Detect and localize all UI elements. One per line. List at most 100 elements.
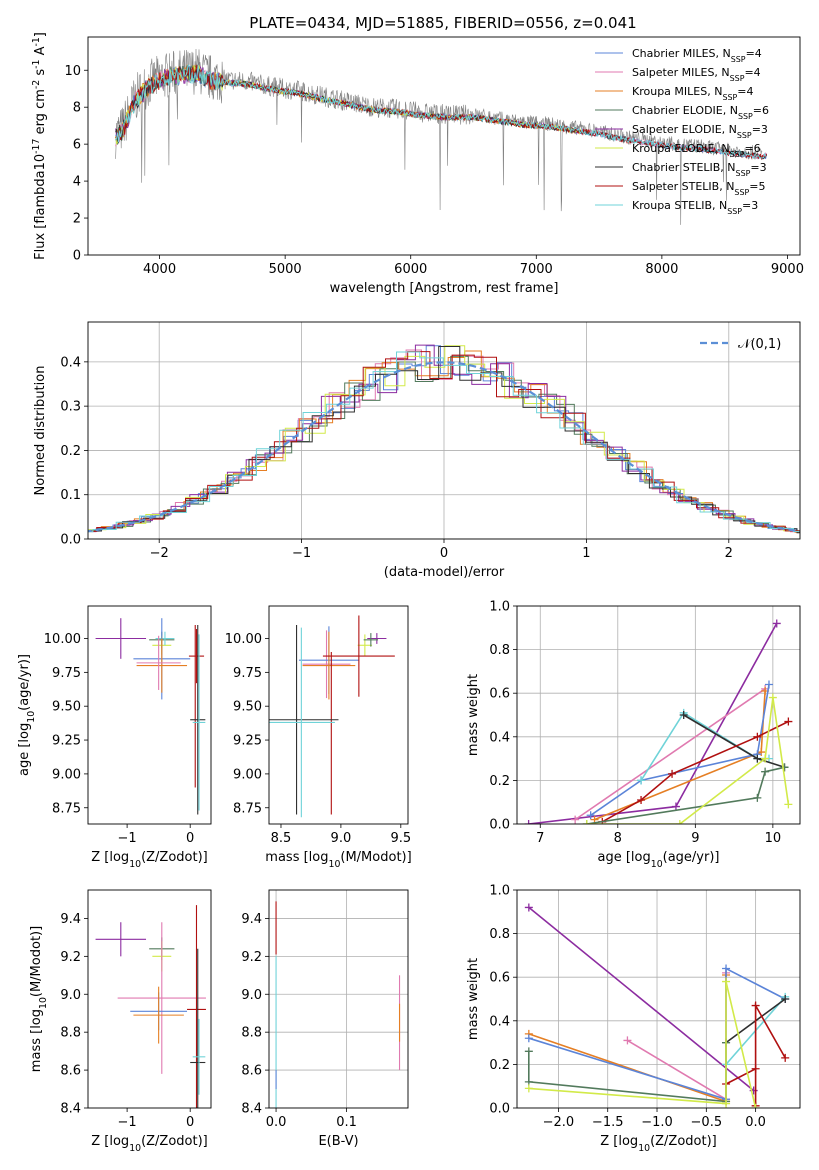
weight-marker xyxy=(761,767,770,776)
weight-marker xyxy=(722,964,731,973)
plot-area xyxy=(95,905,206,1108)
x-axis-label: wavelength [Angstrom, rest frame] xyxy=(330,281,559,296)
y-tick-label: 9.75 xyxy=(52,666,81,681)
x-axis-label: Z [log10(Z/Zodot)] xyxy=(600,1134,717,1154)
x-tick-label: 1 xyxy=(582,546,590,561)
y-axis-label: Flux [flambda10-17 erg cm-2 s-1 A-1] xyxy=(31,32,49,260)
legend: 𝒩(0,1) xyxy=(700,337,781,352)
y-tick-label: 0.4 xyxy=(489,730,510,745)
subplot-weight-vs-age: 7 8 9 10 0.0 0.2 0.4 0.6 0.8 1.0 age [log10(age/yr… xyxy=(466,600,801,870)
x-axis-label: mass [log10(M/Modot)] xyxy=(265,850,411,870)
y-tick-label: 9.0 xyxy=(60,988,81,1003)
residual-histogram-7 xyxy=(88,351,800,532)
x-tick-label: 7000 xyxy=(520,262,553,277)
x-tick-label: −1 xyxy=(118,831,137,846)
x-tick-label: 10 xyxy=(765,831,782,846)
y-tick-label: 0.1 xyxy=(60,488,81,503)
legend-entry: Salpeter ELODIE, NSSP=3 xyxy=(632,123,768,140)
y-tick-label: 10.00 xyxy=(225,632,262,647)
x-axis-label: Z [log10(Z/Zodot)] xyxy=(91,1134,208,1154)
y-tick-label: 9.00 xyxy=(233,767,262,782)
y-tick-label: 9.25 xyxy=(233,734,262,749)
y-tick-label: 0.2 xyxy=(489,1058,510,1073)
y-tick-label: 8.75 xyxy=(52,801,81,816)
x-axis-label: age [log10(age/yr)] xyxy=(598,850,720,870)
x-tick-label: 6000 xyxy=(394,262,427,277)
y-tick-label: 9.4 xyxy=(60,912,81,927)
weight-marker xyxy=(637,776,646,785)
y-tick-label: 0.0 xyxy=(60,533,81,548)
x-tick-label: 0 xyxy=(186,831,194,846)
x-axis-label: Z [log10(Z/Zodot)] xyxy=(91,850,208,870)
weight-marker xyxy=(524,1034,533,1043)
axes-frame xyxy=(87,36,801,256)
x-tick-label: 9000 xyxy=(771,262,804,277)
legend-entry: Chabrier MILES, NSSP=4 xyxy=(632,47,762,64)
x-tick-label: 7 xyxy=(536,831,544,846)
legend-entry: Chabrier STELIB, NSSP=3 xyxy=(632,161,767,178)
weight-line-6 xyxy=(725,1002,786,1106)
x-tick-label: 2 xyxy=(725,546,733,561)
legend-entry: Chabrier ELODIE, NSSP=6 xyxy=(632,104,769,121)
x-tick-label: 8 xyxy=(614,831,622,846)
legend-entry: Salpeter STELIB, NSSP=5 xyxy=(632,180,765,197)
y-tick-label: 10 xyxy=(64,64,81,79)
x-tick-label: 9.0 xyxy=(331,831,352,846)
subplot-weight-vs-Z: −2.0 −1.5 −1.0 −0.5 0.0 0.0 0.2 0.4 0.6 0.8 1.0 Z [… xyxy=(466,884,801,1154)
y-tick-label: 9.0 xyxy=(241,988,262,1003)
weight-marker xyxy=(524,820,533,824)
y-tick-label: 4 xyxy=(73,175,81,190)
weight-marker xyxy=(751,1104,760,1108)
legend-entry: Salpeter MILES, NSSP=4 xyxy=(632,66,761,83)
weight-marker xyxy=(722,977,731,986)
y-tick-label: 6 xyxy=(73,138,81,153)
x-axis-label: E(B-V) xyxy=(318,1134,358,1149)
y-tick-label: 0.2 xyxy=(489,774,510,789)
y-tick-label: 1.0 xyxy=(489,600,510,615)
plot-area xyxy=(88,322,800,539)
x-tick-label: −1.0 xyxy=(641,1115,673,1130)
weight-marker xyxy=(772,619,781,628)
weight-marker xyxy=(751,1064,760,1073)
y-tick-label: 8.8 xyxy=(60,1026,81,1041)
x-tick-label: 0.0 xyxy=(266,1115,287,1130)
figure-title: PLATE=0434, MJD=51885, FIBERID=0556, z=0… xyxy=(249,14,636,32)
weight-marker xyxy=(784,800,793,809)
subplot-mass-vs-EBV: 0.0 0.1 8.4 8.6 8.8 9.0 9.2 9.4 E(B-V) xyxy=(241,889,409,1149)
model-spectrum-8 xyxy=(115,64,767,159)
weight-marker xyxy=(761,754,770,763)
legend-entry: 𝒩(0,1) xyxy=(738,337,781,352)
y-tick-label: 9.00 xyxy=(52,767,81,782)
plot-area xyxy=(517,890,800,1108)
y-tick-label: 0.8 xyxy=(489,643,510,658)
x-tick-label: 9.5 xyxy=(390,831,411,846)
y-tick-label: 10.00 xyxy=(44,632,81,647)
y-axis-label: mass weight xyxy=(466,674,481,756)
weight-marker xyxy=(751,1001,760,1010)
y-axis-label: Normed distribution xyxy=(33,366,48,496)
axes-frame xyxy=(268,605,409,825)
y-tick-label: 8.6 xyxy=(60,1064,81,1079)
weight-marker xyxy=(586,811,595,820)
y-tick-label: 9.2 xyxy=(241,950,262,965)
axes-frame xyxy=(87,889,212,1109)
y-tick-label: 0.2 xyxy=(60,444,81,459)
weight-marker xyxy=(582,820,591,824)
x-tick-label: −2 xyxy=(150,546,169,561)
observed-spectrum xyxy=(115,48,763,225)
x-tick-label: 0.1 xyxy=(336,1115,357,1130)
weight-marker xyxy=(764,680,773,689)
y-tick-label: 9.25 xyxy=(52,734,81,749)
x-tick-label: 8000 xyxy=(645,262,678,277)
x-tick-label: −1 xyxy=(292,546,311,561)
model-spectrum-6 xyxy=(115,66,768,160)
x-tick-label: −1.5 xyxy=(592,1115,624,1130)
y-tick-label: 8 xyxy=(73,101,81,116)
subplot-spectrum: 4000 5000 6000 7000 8000 9000 0 2 4 6 8 10 wavelengt… xyxy=(31,32,804,296)
y-axis-label: mass [log10(M/Modot)] xyxy=(29,926,49,1072)
y-tick-label: 8.6 xyxy=(241,1064,262,1079)
weight-marker xyxy=(571,815,580,824)
y-tick-label: 9.75 xyxy=(233,666,262,681)
legend: Chabrier MILES, NSSP=4 Salpeter MILES, NS… xyxy=(595,47,769,216)
